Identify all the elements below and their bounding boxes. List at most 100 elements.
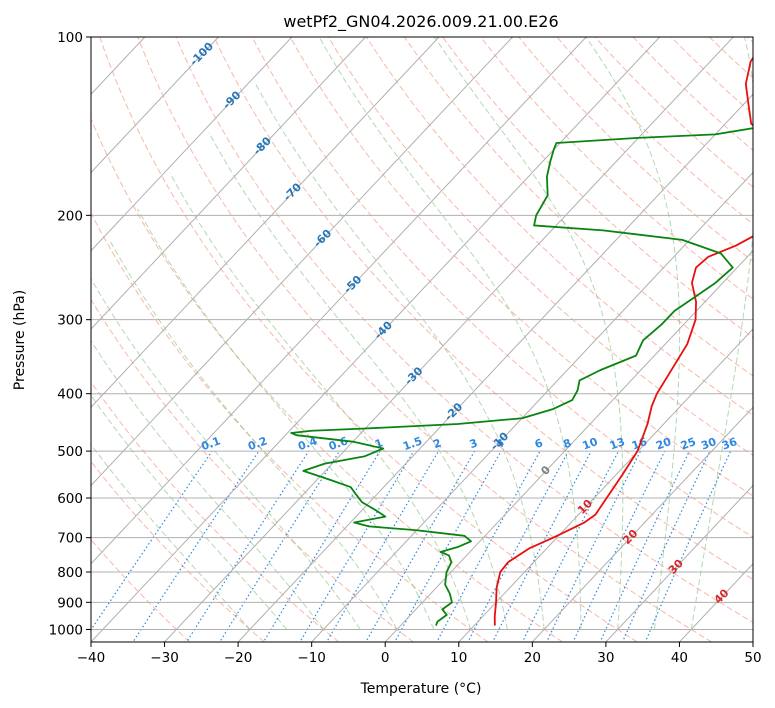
moist-adiabat — [91, 443, 251, 630]
x-tick-label: 30 — [597, 650, 614, 666]
dry-adiabat — [632, 37, 753, 151]
dry-adiabat — [99, 37, 638, 642]
moist-adiabat — [91, 394, 288, 630]
dry-adiabat — [91, 538, 191, 642]
series-lines — [290, 56, 753, 626]
moist-adiabat — [208, 132, 508, 630]
grid-lines — [0, 37, 753, 642]
dry-adiabat — [556, 37, 753, 225]
dry-adiabat — [708, 37, 753, 79]
mixing-ratio-line — [644, 450, 732, 642]
mixing-ratio-label: 30 — [699, 435, 718, 453]
mixing-ratio-label: 20 — [654, 435, 673, 453]
dry-adiabat — [137, 37, 713, 642]
mixing-ratio-line — [262, 450, 381, 642]
mixing-ratio-label: 0.6 — [327, 434, 350, 453]
y-tick-label: 600 — [57, 491, 83, 507]
mixing-ratio-label: 0.1 — [199, 434, 222, 453]
isotherm-line — [91, 37, 587, 565]
dry-adiabat — [289, 37, 753, 497]
y-tick-label: 400 — [57, 387, 83, 403]
moist-adiabat — [91, 277, 361, 630]
x-axis-label: Temperature (°C) — [360, 681, 482, 697]
mixing-ratio-label: 2 — [432, 436, 444, 451]
moist-adiabat — [137, 208, 435, 630]
isotherm-line — [752, 641, 753, 642]
isotherm-line — [458, 328, 753, 642]
dry-adiabat — [756, 10, 775, 642]
dry-adiabat — [365, 37, 753, 416]
x-tick-label: −30 — [150, 650, 179, 666]
x-tick-label: 0 — [381, 650, 390, 666]
moist-adiabat — [318, 37, 582, 630]
mixing-ratio-line — [326, 450, 440, 642]
x-axis-ticks: −40 −30 −20 −10 0 10 20 30 40 50 — [77, 642, 762, 666]
isotherm-line — [531, 406, 753, 642]
mixing-ratio-line — [521, 450, 620, 642]
x-tick-label: 50 — [744, 650, 761, 666]
mixing-ratio-label: 25 — [679, 435, 698, 452]
isotherm-line — [0, 37, 71, 642]
moist-adiabat — [91, 340, 324, 630]
x-tick-label: −10 — [297, 650, 326, 666]
x-tick-label: −20 — [224, 650, 253, 666]
x-tick-label: 10 — [450, 650, 467, 666]
dry-adiabat — [91, 212, 489, 642]
dry-adiabat — [213, 37, 753, 581]
moist-adiabat — [255, 83, 545, 630]
isotherm-line — [384, 250, 753, 642]
y-axis-ticks: 100 200 300 400 500 600 700 800 900 1000 — [49, 30, 91, 638]
isotherm-line — [91, 37, 293, 252]
dewpoint-line — [290, 127, 753, 626]
dry-adiabat — [746, 37, 753, 43]
dry-adiabat — [251, 37, 753, 538]
y-tick-label: 200 — [57, 208, 83, 224]
dry-adiabat — [327, 37, 753, 456]
y-tick-label: 700 — [57, 531, 83, 547]
x-tick-label: 20 — [524, 650, 541, 666]
y-tick-label: 900 — [57, 595, 83, 611]
dry-adiabat — [175, 37, 753, 624]
moist-adiabat — [690, 37, 753, 630]
mixing-ratio-line — [219, 450, 341, 642]
isotherm-line — [91, 37, 440, 408]
moist-adiabat — [585, 37, 681, 630]
x-tick-label: −40 — [77, 650, 106, 666]
temperature-line — [493, 56, 753, 626]
dry-adiabat — [91, 117, 563, 642]
dry-adiabat — [518, 37, 753, 262]
moist-adiabat — [169, 173, 472, 630]
dry-adiabat — [480, 37, 753, 300]
mixing-ratio-label: 1.5 — [401, 434, 424, 453]
chart-title: wetPf2_GN04.2026.009.21.00.E26 — [283, 12, 558, 32]
isotherm-line — [91, 37, 366, 330]
isotherm-line — [311, 171, 753, 642]
dry-adiabat — [91, 460, 265, 642]
dry-adiabat — [442, 37, 753, 338]
y-tick-label: 500 — [57, 444, 83, 460]
mixing-ratio-label: 8 — [562, 436, 574, 451]
y-tick-label: 1000 — [49, 622, 83, 638]
isotherm-line — [91, 37, 661, 642]
x-tick-label: 40 — [671, 650, 688, 666]
mixing-ratio-label: 4 — [494, 436, 506, 451]
dry-adiabat — [594, 37, 753, 188]
isotherm-line — [605, 484, 753, 642]
y-tick-label: 800 — [57, 565, 83, 581]
dry-adiabat — [91, 381, 340, 642]
mixing-ratio-label: 0.2 — [246, 434, 269, 453]
mixing-ratio-line — [545, 450, 642, 642]
mixing-ratio-label: 13 — [608, 435, 627, 452]
y-tick-label: 300 — [57, 313, 83, 329]
mixing-ratio-label: 3 — [468, 436, 480, 451]
plot-frame — [90, 36, 754, 643]
isotherm-line — [91, 37, 513, 487]
mixing-ratio-label: 1 — [373, 436, 385, 451]
moist-adiabat — [109, 239, 398, 630]
dry-adiabat — [91, 298, 414, 642]
isotherm-line — [237, 93, 753, 642]
mixing-ratio-label: 36 — [720, 435, 739, 453]
mixing-ratio-label: 0.4 — [296, 434, 319, 453]
mixing-ratio-line — [132, 450, 260, 642]
